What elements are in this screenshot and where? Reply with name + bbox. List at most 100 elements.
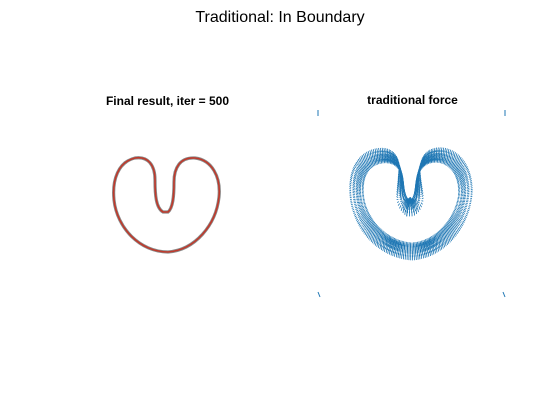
force-arrow — [450, 150, 453, 155]
force-arrow — [464, 173, 468, 178]
force-arrow — [388, 235, 391, 240]
force-arrow — [367, 228, 370, 234]
force-arrow — [387, 249, 389, 254]
force-arrow — [367, 212, 370, 215]
force-arrow — [356, 212, 360, 215]
force-arrow — [451, 229, 455, 234]
force-arrow — [463, 196, 466, 198]
force-arrow — [387, 148, 389, 154]
force-arrow — [355, 217, 358, 220]
force-arrow — [364, 166, 367, 171]
force-arrow — [428, 159, 430, 165]
force-arrow — [363, 204, 366, 206]
force-arrow — [379, 150, 382, 157]
force-arrow — [359, 180, 362, 184]
force-arrow — [364, 218, 368, 223]
force-arrow — [401, 202, 405, 207]
force-arrow — [431, 245, 433, 252]
force-arrow — [398, 241, 400, 249]
force-arrow — [468, 206, 471, 208]
force-arrow — [465, 204, 468, 206]
force-arrow — [390, 250, 392, 256]
force-arrow — [361, 205, 364, 208]
final-contour — [112, 156, 221, 254]
force-arrow — [445, 148, 448, 153]
force-arrow — [444, 154, 448, 162]
force-arrow — [432, 239, 435, 247]
force-arrow — [371, 233, 375, 239]
force-arrow — [376, 160, 378, 165]
force-arrow — [385, 236, 388, 242]
force-arrow — [427, 240, 429, 247]
force-arrow — [449, 217, 452, 221]
force-arrow — [359, 175, 363, 180]
force-arrow — [430, 156, 433, 163]
force-arrow — [393, 161, 395, 166]
force-arrow — [463, 191, 467, 194]
force-arrow — [375, 236, 378, 243]
force-arrow — [451, 214, 454, 217]
force-arrow — [449, 237, 452, 242]
force-arrow — [456, 179, 460, 182]
force-arrow — [440, 228, 443, 233]
force-arrow — [386, 151, 389, 158]
force-arrow — [355, 187, 359, 190]
force-arrow — [398, 239, 401, 245]
force-arrow — [418, 191, 421, 197]
force-arrow — [435, 232, 438, 238]
force-arrow — [374, 241, 377, 246]
force-arrow — [469, 179, 472, 182]
left-panel-title: Final result, iter = 500 — [105, 94, 230, 108]
force-arrow — [352, 193, 356, 196]
force-arrow — [459, 178, 462, 182]
force-arrow — [421, 194, 424, 198]
force-arrow — [399, 189, 402, 195]
force-arrow — [457, 182, 460, 185]
force-arrow — [418, 188, 421, 194]
force-arrow — [370, 238, 373, 243]
force-arrow — [437, 150, 439, 156]
force-arrow — [446, 221, 450, 225]
force-arrow — [363, 167, 367, 172]
force-arrow — [467, 170, 470, 174]
force-arrow — [447, 148, 450, 154]
force-arrow — [465, 177, 469, 181]
force-arrow — [355, 189, 359, 192]
force-arrow — [363, 212, 367, 215]
force-arrow — [355, 192, 359, 195]
force-arrow — [378, 153, 381, 161]
force-arrow — [424, 243, 426, 252]
force-arrow — [456, 214, 461, 218]
force-arrow — [363, 210, 366, 214]
force-arrow — [454, 173, 458, 177]
force-arrow — [357, 174, 361, 179]
force-arrow — [466, 167, 469, 171]
force-arrow — [355, 194, 359, 196]
force-arrow — [437, 247, 440, 252]
force-arrow — [374, 151, 377, 157]
force-arrow — [470, 186, 473, 189]
force-arrow — [433, 150, 436, 157]
force-arrow — [389, 240, 392, 248]
force-arrow — [454, 156, 457, 162]
force-arrow — [438, 230, 441, 235]
force-arrow — [448, 238, 451, 243]
force-arrow — [412, 206, 415, 213]
force-arrow — [470, 192, 473, 194]
force-arrow — [368, 165, 371, 170]
force-arrow — [356, 179, 360, 183]
force-arrow — [389, 152, 392, 159]
force-arrow — [437, 147, 439, 152]
force-arrow — [460, 206, 464, 209]
force-arrow — [463, 189, 467, 192]
force-arrow — [385, 238, 388, 246]
force-arrow — [462, 169, 466, 173]
force-arrow — [457, 189, 461, 192]
force-arrow — [462, 183, 467, 187]
force-arrow — [389, 156, 392, 163]
force-arrow — [415, 209, 418, 215]
force-arrow — [392, 251, 394, 257]
force-arrow — [466, 182, 470, 185]
force-arrow — [460, 188, 464, 191]
force-arrow — [360, 204, 364, 206]
